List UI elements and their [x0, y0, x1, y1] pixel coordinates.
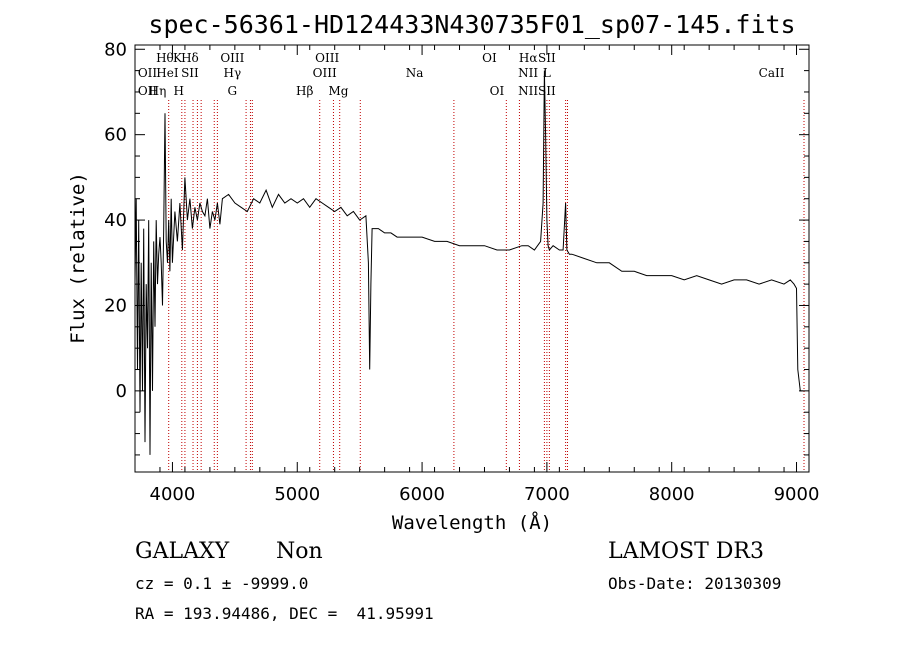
line-label-7: Hδ — [181, 51, 199, 65]
line-label-11: G — [228, 84, 238, 98]
spectrum-chart: spec-56361-HD124433N430735F01_sp07-145.f… — [67, 10, 819, 534]
x-tick-label-2: 6000 — [399, 484, 445, 505]
line-label-16: Na — [406, 66, 424, 80]
obs-date: Obs-Date: 20130309 — [608, 574, 782, 593]
x-tick-label-0: 4000 — [150, 484, 196, 505]
survey-name: LAMOST DR3 — [608, 539, 764, 564]
line-label-12: OIII — [315, 51, 339, 65]
line-label-3: Hθ — [156, 51, 174, 65]
chart-title: spec-56361-HD124433N430735F01_sp07-145.f… — [148, 10, 795, 39]
line-label-5: K — [173, 51, 183, 65]
line-label-25: CaII — [759, 66, 785, 80]
x-tick-label-4: 8000 — [649, 484, 695, 505]
line-label-19: Hα — [519, 51, 538, 65]
line-label-23: NII — [518, 84, 538, 98]
axis-ticks: 4000 5000 6000 7000 8000 9000 0 20 40 60 80 — [104, 39, 819, 505]
plot-frame — [134, 44, 810, 473]
line-label-15: Mg — [328, 84, 348, 98]
line-label-17: OI — [482, 51, 497, 65]
y-tick-label-1: 20 — [104, 295, 127, 316]
x-tick-label-5: 9000 — [774, 484, 820, 505]
line-label-13: OIII — [313, 66, 337, 80]
y-tick-label-0: 0 — [116, 381, 127, 402]
y-tick-label-3: 60 — [104, 125, 127, 146]
x-axis-label: Wavelength (Å) — [392, 511, 552, 534]
line-markers — [168, 100, 805, 472]
x-tick-label-1: 5000 — [274, 484, 320, 505]
line-label-21: NII — [518, 66, 538, 80]
line-label-1: OII — [138, 84, 158, 98]
y-tick-label-4: 80 — [104, 39, 127, 60]
spectrum-series-line — [134, 70, 803, 455]
x-tick-label-3: 7000 — [524, 484, 570, 505]
redshift-line: cz = 0.1 ± -9999.0 — [135, 574, 309, 593]
line-label-2: Hη — [149, 84, 167, 98]
line-label-18: OI — [490, 84, 505, 98]
line-label-0: OII — [138, 66, 158, 80]
y-axis-label: Flux (relative) — [67, 172, 89, 344]
line-label-6: H — [173, 84, 183, 98]
y-tick-label-2: 40 — [104, 210, 127, 231]
object-class: GALAXY — [135, 539, 230, 564]
line-label-22: L — [543, 66, 551, 80]
line-label-14: Hβ — [296, 84, 313, 98]
line-label-20: SII — [538, 51, 556, 65]
line-label-4: HeI — [156, 66, 179, 80]
line-label-8: SII — [181, 66, 199, 80]
radec-line: RA = 193.94486, DEC = 41.95991 — [135, 604, 434, 623]
line-label-24: SII — [538, 84, 556, 98]
line-label-10: Hγ — [224, 66, 242, 80]
line-label-9: OIII — [220, 51, 244, 65]
object-subclass: Non — [276, 539, 323, 564]
